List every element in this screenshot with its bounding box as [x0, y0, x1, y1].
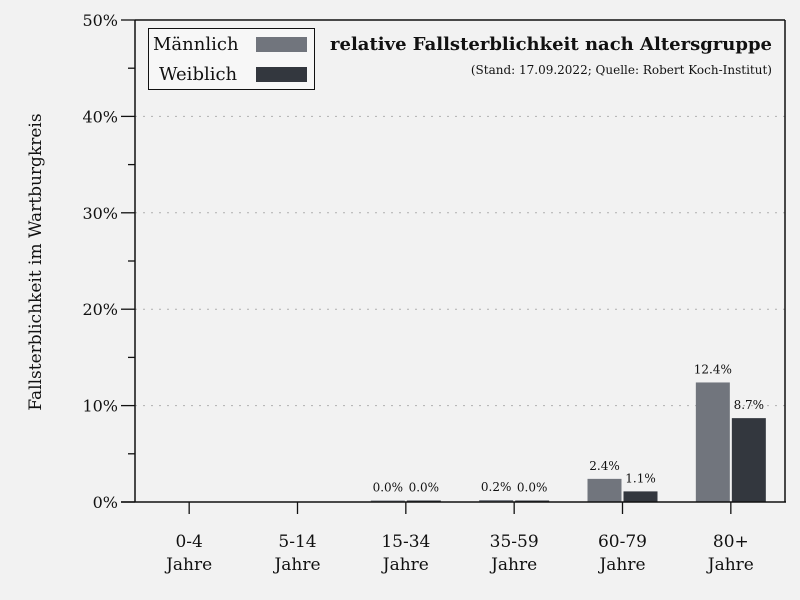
- x-tick-label: Jahre: [164, 555, 212, 575]
- axes: [121, 19, 786, 503]
- x-tick-label: Jahre: [272, 555, 320, 575]
- y-axis-ticks: 0% 10% 20% 30% 40% 50%: [82, 11, 135, 512]
- y-tick-label: 20%: [82, 300, 118, 319]
- y-tick-label: 0%: [93, 493, 118, 512]
- y-tick-label: 30%: [82, 204, 118, 223]
- bar-value-label: 0.0%: [517, 481, 548, 495]
- bar-female: [731, 418, 766, 502]
- y-axis-label: Fallsterblichkeit im Wartburgkreis: [26, 113, 46, 411]
- legend-item-female: Weiblich: [149, 64, 314, 88]
- x-tick-label: Jahre: [381, 555, 429, 575]
- y-tick-label: 50%: [82, 11, 118, 30]
- legend-item-male: Männlich: [149, 34, 314, 58]
- legend-label-female: Weiblich: [159, 64, 238, 85]
- bar-female: [623, 491, 658, 502]
- bar-male: [479, 500, 514, 502]
- chart-subtitle: (Stand: 17.09.2022; Quelle: Robert Koch-…: [470, 63, 772, 77]
- x-tick-label: 35-59: [490, 532, 539, 552]
- bar-value-label: 0.0%: [373, 481, 404, 495]
- bars: 0.0% 0.0% 0.2% 0.0% 2.4% 1.1% 12.4% 8.7%: [370, 362, 766, 502]
- x-tick-label: 15-34: [381, 532, 430, 552]
- bar-value-label: 0.2%: [481, 480, 512, 494]
- bar-value-label: 8.7%: [734, 398, 765, 412]
- legend-swatch-female: [256, 67, 307, 82]
- bar-value-label: 0.0%: [409, 481, 440, 495]
- bar-value-label: 2.4%: [589, 459, 620, 473]
- x-tick-label: Jahre: [706, 555, 754, 575]
- legend-swatch-male: [256, 37, 307, 52]
- chart-title: relative Fallsterblichkeit nach Altersgr…: [330, 34, 772, 55]
- y-tick-label: 40%: [82, 107, 118, 126]
- x-tick-label: 80+: [713, 532, 749, 552]
- y-tick-label: 10%: [82, 397, 118, 416]
- bar-male: [695, 382, 730, 502]
- x-tick-label: 0-4: [175, 532, 202, 552]
- bar-value-label: 12.4%: [694, 362, 732, 376]
- x-tick-label: Jahre: [597, 555, 645, 575]
- legend: Männlich Weiblich: [148, 28, 315, 90]
- x-tick-label: Jahre: [489, 555, 537, 575]
- bar-value-label: 1.1%: [625, 471, 656, 485]
- x-tick-label: 60-79: [598, 532, 647, 552]
- x-tick-label: 5-14: [278, 532, 316, 552]
- x-axis-ticks: 0-4 Jahre 5-14 Jahre 15-34 Jahre 35-59 Jahre 60-…: [164, 502, 754, 575]
- bar-male: [587, 478, 622, 502]
- legend-label-male: Männlich: [153, 34, 239, 55]
- gridlines: [135, 115, 785, 407]
